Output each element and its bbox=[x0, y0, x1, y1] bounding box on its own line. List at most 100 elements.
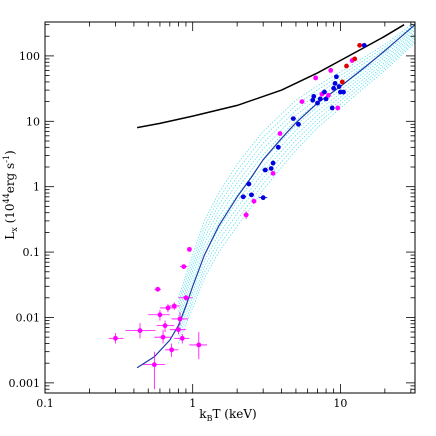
band-line bbox=[178, 36, 416, 330]
data-point bbox=[295, 121, 301, 127]
point-marker bbox=[357, 42, 363, 48]
data-point bbox=[315, 100, 320, 106]
point-marker bbox=[183, 295, 189, 301]
point-marker bbox=[162, 323, 168, 329]
data-point bbox=[167, 302, 180, 311]
point-marker bbox=[181, 264, 187, 269]
data-point bbox=[322, 89, 327, 95]
band-line bbox=[178, 27, 416, 312]
band-line bbox=[178, 34, 416, 326]
data-point bbox=[270, 170, 276, 176]
point-marker bbox=[177, 316, 183, 322]
data-point bbox=[335, 105, 341, 111]
point-marker bbox=[322, 89, 327, 95]
point-marker bbox=[331, 85, 337, 91]
data-point bbox=[189, 331, 208, 360]
y-tick-label: 0.01 bbox=[16, 311, 41, 324]
point-marker bbox=[332, 80, 338, 86]
point-marker bbox=[299, 99, 305, 105]
x-tick-label: 0.1 bbox=[36, 397, 54, 410]
data-point bbox=[270, 160, 276, 166]
data-point bbox=[159, 304, 177, 313]
point-marker bbox=[246, 181, 252, 187]
data-point bbox=[277, 131, 283, 136]
point-marker bbox=[361, 42, 367, 48]
y-tick-label: 10 bbox=[26, 115, 40, 128]
point-marker bbox=[165, 305, 171, 311]
point-marker bbox=[334, 74, 339, 80]
data-point bbox=[154, 286, 161, 292]
point-marker bbox=[243, 212, 249, 218]
model-curves bbox=[136, 24, 416, 369]
data-point bbox=[331, 85, 337, 91]
point-marker bbox=[290, 116, 296, 121]
data-point bbox=[329, 105, 335, 111]
data-point bbox=[169, 325, 186, 335]
model-curve bbox=[136, 24, 416, 369]
point-marker bbox=[344, 63, 349, 69]
band-line bbox=[178, 23, 416, 303]
y-tick-label: 100 bbox=[19, 50, 40, 63]
data-point bbox=[336, 84, 342, 89]
point-marker bbox=[323, 96, 329, 102]
data-point bbox=[125, 323, 156, 339]
x-tick-label: 10 bbox=[333, 397, 347, 410]
data-point bbox=[174, 333, 190, 344]
data-point bbox=[357, 42, 363, 48]
data-point bbox=[240, 194, 247, 200]
point-marker bbox=[251, 198, 257, 204]
point-marker bbox=[160, 334, 166, 340]
data-point bbox=[179, 264, 188, 269]
point-marker bbox=[155, 286, 161, 292]
y-axis-label: Lx (1044erg s-1) bbox=[2, 150, 19, 239]
black-curve bbox=[136, 24, 405, 129]
point-marker bbox=[113, 335, 118, 341]
data-point bbox=[313, 75, 319, 81]
point-marker bbox=[175, 327, 181, 333]
point-marker bbox=[317, 96, 323, 102]
data-point bbox=[246, 181, 252, 187]
point-marker bbox=[328, 68, 334, 73]
data-point bbox=[251, 198, 257, 204]
band-line bbox=[178, 42, 416, 344]
point-marker bbox=[171, 303, 177, 309]
point-marker bbox=[315, 100, 320, 106]
point-marker bbox=[157, 312, 163, 318]
data-point bbox=[310, 97, 316, 103]
data-point bbox=[311, 94, 317, 99]
data-point bbox=[332, 80, 338, 86]
data-point bbox=[156, 320, 175, 332]
point-marker bbox=[296, 121, 301, 127]
band-line bbox=[178, 21, 416, 298]
point-marker bbox=[268, 166, 274, 171]
data-point bbox=[334, 74, 339, 80]
data-point bbox=[148, 310, 170, 321]
data-point bbox=[268, 166, 274, 171]
data-point bbox=[258, 195, 268, 201]
data-point bbox=[361, 42, 367, 48]
data-points bbox=[108, 42, 367, 390]
data-point bbox=[352, 56, 358, 62]
data-point bbox=[339, 79, 345, 85]
data-point bbox=[142, 351, 166, 390]
point-marker bbox=[240, 194, 246, 200]
point-marker bbox=[339, 79, 345, 85]
data-point bbox=[275, 144, 281, 150]
data-point bbox=[154, 329, 172, 344]
y-tick-label: 1 bbox=[33, 181, 40, 194]
data-point bbox=[323, 96, 329, 102]
data-point bbox=[187, 246, 192, 252]
point-marker bbox=[137, 328, 143, 333]
band-line bbox=[178, 29, 416, 317]
data-point bbox=[299, 99, 305, 105]
y-tick-label: 0.1 bbox=[23, 246, 41, 259]
plot-frame bbox=[44, 21, 416, 394]
point-marker bbox=[179, 335, 185, 341]
point-marker bbox=[326, 92, 331, 98]
point-marker bbox=[277, 131, 283, 136]
band-line bbox=[178, 25, 416, 308]
point-marker bbox=[313, 75, 319, 81]
point-marker bbox=[196, 342, 202, 348]
band-line bbox=[178, 40, 416, 340]
data-point bbox=[328, 68, 334, 73]
